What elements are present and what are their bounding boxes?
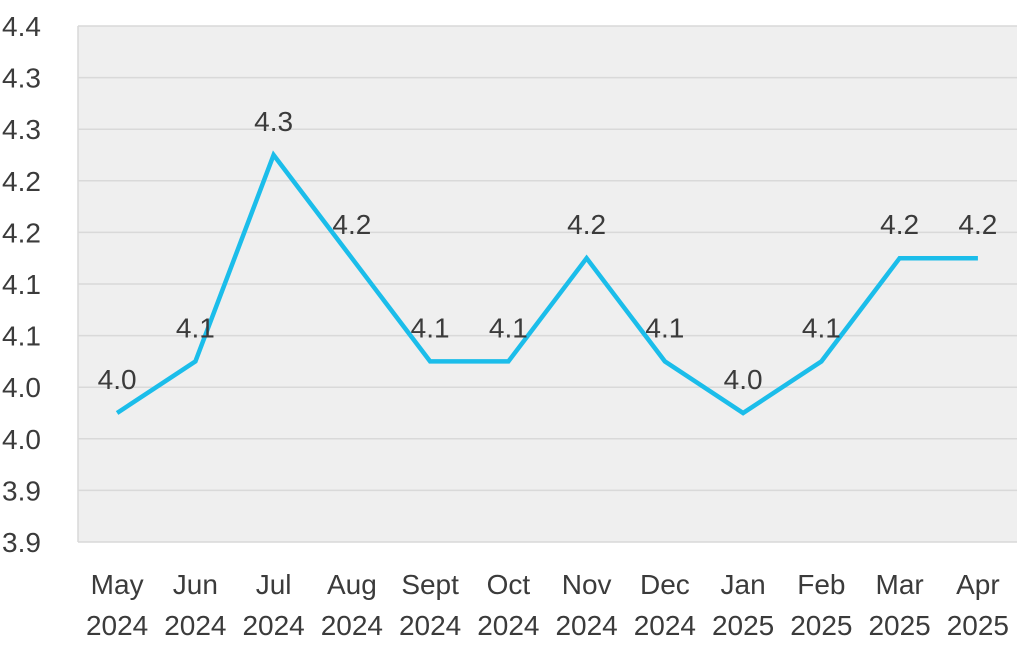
data-label: 4.2 [332,209,371,240]
y-tick-label: 4.3 [2,63,41,94]
y-tick-label: 4.3 [2,114,41,145]
data-label: 4.1 [176,312,215,343]
x-tick-label: Jul 2024 [242,569,304,641]
x-tick-label: May 2024 [86,569,148,641]
x-tick-label: Feb 2025 [790,569,852,641]
y-tick-label: 3.9 [2,527,41,558]
x-tick-label: Nov 2024 [555,569,617,641]
data-label: 4.1 [645,312,684,343]
data-label: 4.3 [254,106,293,137]
y-axis-ticks: 4.4 4.3 4.3 4.2 4.2 4.1 4.1 4.0 4.0 3.9 3.9 [2,11,41,558]
x-axis-ticks: May 2024 Jun 2024 Jul 2024 Aug 2024 Sept 2024 Oct 2… [86,569,1009,641]
data-labels: 4.0 4.1 4.3 4.2 4.1 4.1 4.2 4.1 4.0 4.1 4.2 4.2 [98,106,998,395]
x-tick-label: Dec 2024 [634,569,696,641]
y-tick-label: 4.2 [2,166,41,197]
y-tick-label: 4.4 [2,11,41,42]
x-tick-label: Aug 2024 [321,569,383,641]
x-tick-label: Oct 2024 [477,569,539,641]
gridlines [77,25,1017,543]
data-label: 4.1 [489,312,528,343]
y-tick-label: 4.0 [2,424,41,455]
y-tick-label: 4.0 [2,372,41,403]
data-label: 4.2 [958,209,997,240]
y-tick-label: 3.9 [2,475,41,506]
x-tick-label: Jan 2025 [712,569,774,641]
data-label: 4.2 [880,209,919,240]
x-tick-label: Sept 2024 [399,569,461,641]
data-label: 4.0 [724,364,763,395]
x-tick-label: Mar 2025 [868,569,930,641]
data-label: 4.2 [567,209,606,240]
data-label: 4.1 [802,312,841,343]
data-label: 4.1 [411,312,450,343]
series-line [115,150,978,416]
y-tick-label: 4.2 [2,217,41,248]
y-tick-label: 4.1 [2,269,41,300]
y-tick-label: 4.1 [2,321,41,352]
x-tick-label: Apr 2025 [947,569,1009,641]
x-tick-label: Jun 2024 [164,569,226,641]
data-label: 4.0 [98,364,137,395]
